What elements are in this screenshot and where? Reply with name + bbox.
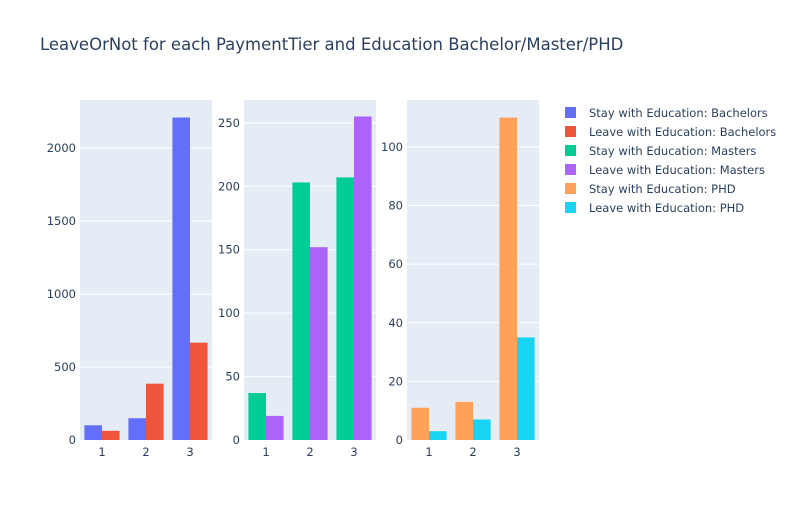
x-tick-label: 3	[186, 445, 193, 459]
y-tick-label: 1500	[47, 214, 76, 228]
legend-label: Stay with Education: Bachelors	[589, 106, 768, 120]
subplot-1: 0 500 1000 1500 2000 1 2 3	[47, 100, 212, 459]
legend-item[interactable]: Stay with Education: PHD	[565, 182, 736, 196]
legend-item[interactable]: Leave with Education: Masters	[565, 163, 765, 177]
legend-item[interactable]: Leave with Education: PHD	[565, 201, 744, 215]
bar[interactable]	[336, 177, 354, 440]
legend[interactable]: Stay with Education: Bachelors Leave with…	[565, 106, 776, 215]
legend-label: Leave with Education: PHD	[589, 201, 744, 215]
bar[interactable]	[172, 117, 190, 440]
y-tick-label: 80	[388, 199, 403, 213]
legend-item[interactable]: Leave with Education: Bachelors	[565, 125, 776, 139]
bar[interactable]	[146, 383, 164, 440]
y-tick-label: 0	[233, 433, 240, 447]
bar[interactable]	[429, 431, 447, 440]
legend-item[interactable]: Stay with Education: Bachelors	[565, 106, 768, 120]
bar[interactable]	[517, 337, 535, 440]
y-tick-label: 100	[218, 306, 240, 320]
legend-label: Leave with Education: Bachelors	[589, 125, 776, 139]
bar[interactable]	[499, 117, 517, 440]
bar[interactable]	[128, 418, 146, 440]
bar[interactable]	[266, 415, 284, 440]
legend-swatch	[565, 183, 576, 194]
y-tick-label: 100	[381, 140, 403, 154]
x-tick-label: 2	[469, 445, 476, 459]
x-tick-label: 1	[98, 445, 105, 459]
y-tick-label: 200	[218, 179, 240, 193]
bar[interactable]	[292, 182, 310, 440]
y-tick-label: 50	[225, 370, 240, 384]
y-tick-label: 40	[388, 316, 403, 330]
y-tick-label: 0	[396, 433, 403, 447]
legend-swatch	[565, 145, 576, 156]
x-tick-label: 2	[142, 445, 149, 459]
x-tick-label: 3	[350, 445, 357, 459]
legend-item[interactable]: Stay with Education: Masters	[565, 144, 756, 158]
legend-label: Stay with Education: Masters	[589, 144, 756, 158]
bar[interactable]	[455, 401, 473, 440]
bar[interactable]	[473, 419, 491, 440]
y-tick-label: 60	[388, 257, 403, 271]
bar[interactable]	[354, 116, 372, 440]
legend-swatch	[565, 164, 576, 175]
bar[interactable]	[102, 430, 120, 440]
bar[interactable]	[411, 407, 429, 440]
legend-swatch	[565, 107, 576, 118]
legend-swatch	[565, 202, 576, 213]
x-tick-label: 3	[513, 445, 520, 459]
y-tick-label: 150	[218, 243, 240, 257]
y-tick-label: 1000	[47, 287, 76, 301]
x-tick-label: 1	[262, 445, 269, 459]
y-tick-label: 2000	[47, 141, 76, 155]
y-tick-label: 0	[69, 433, 76, 447]
y-tick-label: 250	[218, 116, 240, 130]
y-tick-label: 20	[388, 374, 403, 388]
bar[interactable]	[84, 425, 102, 440]
legend-swatch	[565, 126, 576, 137]
x-tick-label: 1	[425, 445, 432, 459]
bar[interactable]	[190, 342, 208, 440]
subplot-2: 0 50 100 150 200 250 1 2 3	[218, 100, 376, 459]
x-tick-label: 2	[306, 445, 313, 459]
bar[interactable]	[310, 247, 328, 440]
chart-title: LeaveOrNot for each PaymentTier and Educ…	[40, 35, 623, 54]
legend-label: Leave with Education: Masters	[589, 163, 765, 177]
subplot-3: 0 20 40 60 80 100 1 2 3	[381, 100, 539, 459]
bar[interactable]	[248, 393, 266, 440]
y-tick-label: 500	[54, 360, 76, 374]
legend-label: Stay with Education: PHD	[589, 182, 736, 196]
